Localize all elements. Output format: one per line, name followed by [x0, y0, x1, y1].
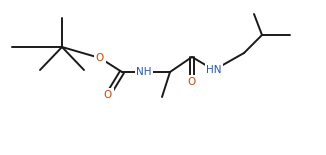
- Text: HN: HN: [206, 65, 222, 75]
- Text: O: O: [96, 53, 104, 63]
- Text: O: O: [188, 77, 196, 87]
- Text: NH: NH: [136, 67, 152, 77]
- Text: O: O: [104, 90, 112, 100]
